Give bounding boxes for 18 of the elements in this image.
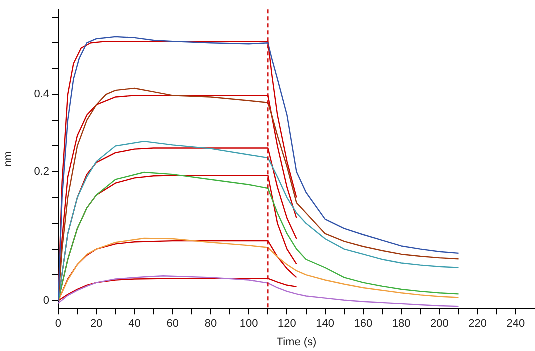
y-tick-label: 0.4 <box>34 88 50 101</box>
y-axis-title: nm <box>2 151 15 167</box>
x-tick-label: 180 <box>392 318 411 330</box>
x-tick-label: 100 <box>240 318 258 330</box>
x-tick-label: 140 <box>316 318 335 330</box>
x-tick-label: 40 <box>128 318 141 330</box>
x-tick-label: 20 <box>90 318 103 330</box>
x-tick-label: 80 <box>204 318 218 330</box>
x-axis-title: Time (s) <box>276 336 317 348</box>
x-tick-label: 160 <box>354 318 373 330</box>
y-tick-label: 0 <box>43 294 50 307</box>
x-tick-label: 220 <box>468 318 487 330</box>
x-tick-label: 120 <box>278 318 296 330</box>
x-tick-label: 0 <box>55 318 62 330</box>
x-tick-label: 240 <box>506 318 526 330</box>
x-tick-label: 60 <box>166 318 179 330</box>
x-tick-label: 200 <box>430 318 449 330</box>
y-tick-label: 0.2 <box>34 166 50 178</box>
